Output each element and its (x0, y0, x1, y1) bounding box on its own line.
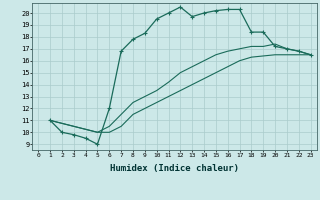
X-axis label: Humidex (Indice chaleur): Humidex (Indice chaleur) (110, 164, 239, 173)
